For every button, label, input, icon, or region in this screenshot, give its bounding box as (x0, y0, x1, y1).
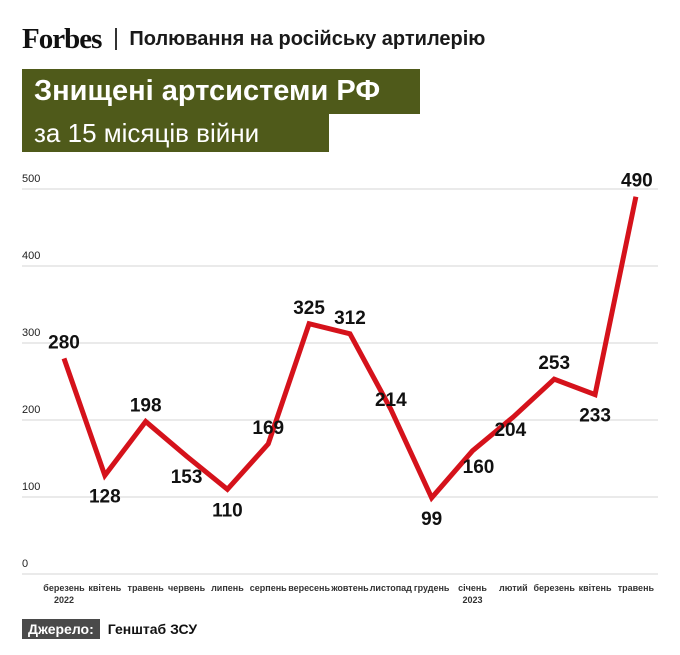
header-subtitle: Полювання на російську артилерію (129, 27, 486, 50)
data-label: 325 (293, 298, 325, 319)
chart-title: Знищені артсистеми РФ (22, 69, 420, 114)
x-tick-label: вересень (288, 583, 330, 593)
x-tick-label: липень (211, 583, 244, 593)
data-label: 160 (463, 457, 495, 478)
data-label: 128 (89, 486, 121, 507)
source-line: Джерело: Генштаб ЗСУ (22, 618, 197, 640)
data-label: 490 (621, 171, 653, 192)
x-tick-label: березень (533, 583, 575, 593)
source-label: Джерело: (22, 619, 100, 639)
forbes-logo: Forbes (22, 22, 102, 55)
data-label: 233 (579, 406, 611, 427)
data-labels: 280 128 198 153 110 169 325 312 214 99 160 204 253 23… (48, 171, 653, 530)
x-tick-label: квітень (579, 583, 612, 593)
x-tick-label: квітень (88, 583, 121, 593)
data-label: 253 (538, 353, 570, 374)
x-tick-label: серпень (250, 583, 287, 593)
y-tick-label: 100 (22, 481, 40, 493)
x-tick-label: лютий (499, 583, 528, 593)
series-line (61, 196, 639, 503)
x-tick-label: березень 2022 (43, 583, 85, 605)
y-tick-label: 400 (22, 250, 40, 262)
data-label: 280 (48, 332, 80, 353)
y-axis-ticks: 0 100 200 300 400 500 (22, 173, 40, 570)
y-tick-label: 300 (22, 327, 40, 339)
x-tick-label: грудень (414, 583, 450, 593)
data-label: 198 (130, 396, 162, 417)
chart-subtitle: за 15 місяців війни (22, 114, 329, 152)
data-label: 110 (212, 500, 243, 521)
y-tick-label: 200 (22, 404, 40, 416)
data-label: 169 (252, 418, 284, 439)
y-tick-label: 0 (22, 558, 28, 570)
chart-title-text: Знищені артсистеми РФ (34, 75, 381, 107)
x-tick-label: жовтень (330, 583, 369, 593)
header-divider (115, 28, 118, 50)
data-label: 214 (375, 390, 407, 411)
source-text: Генштаб ЗСУ (107, 621, 198, 637)
data-label: 153 (171, 467, 203, 488)
data-label: 312 (334, 308, 366, 329)
x-tick-label: січень 2023 (458, 583, 487, 605)
x-tick-label: травень (128, 583, 165, 593)
data-label: 204 (494, 420, 526, 441)
data-label: 99 (421, 509, 442, 530)
x-tick-label: листопад (370, 583, 412, 593)
y-tick-label: 500 (22, 173, 40, 185)
x-tick-label: червень (168, 583, 206, 593)
x-tick-label: травень (618, 583, 655, 593)
chart-subtitle-text: за 15 місяців війни (34, 117, 260, 148)
gridlines (22, 188, 658, 575)
header: Forbes Полювання на російську артилерію (22, 22, 485, 56)
